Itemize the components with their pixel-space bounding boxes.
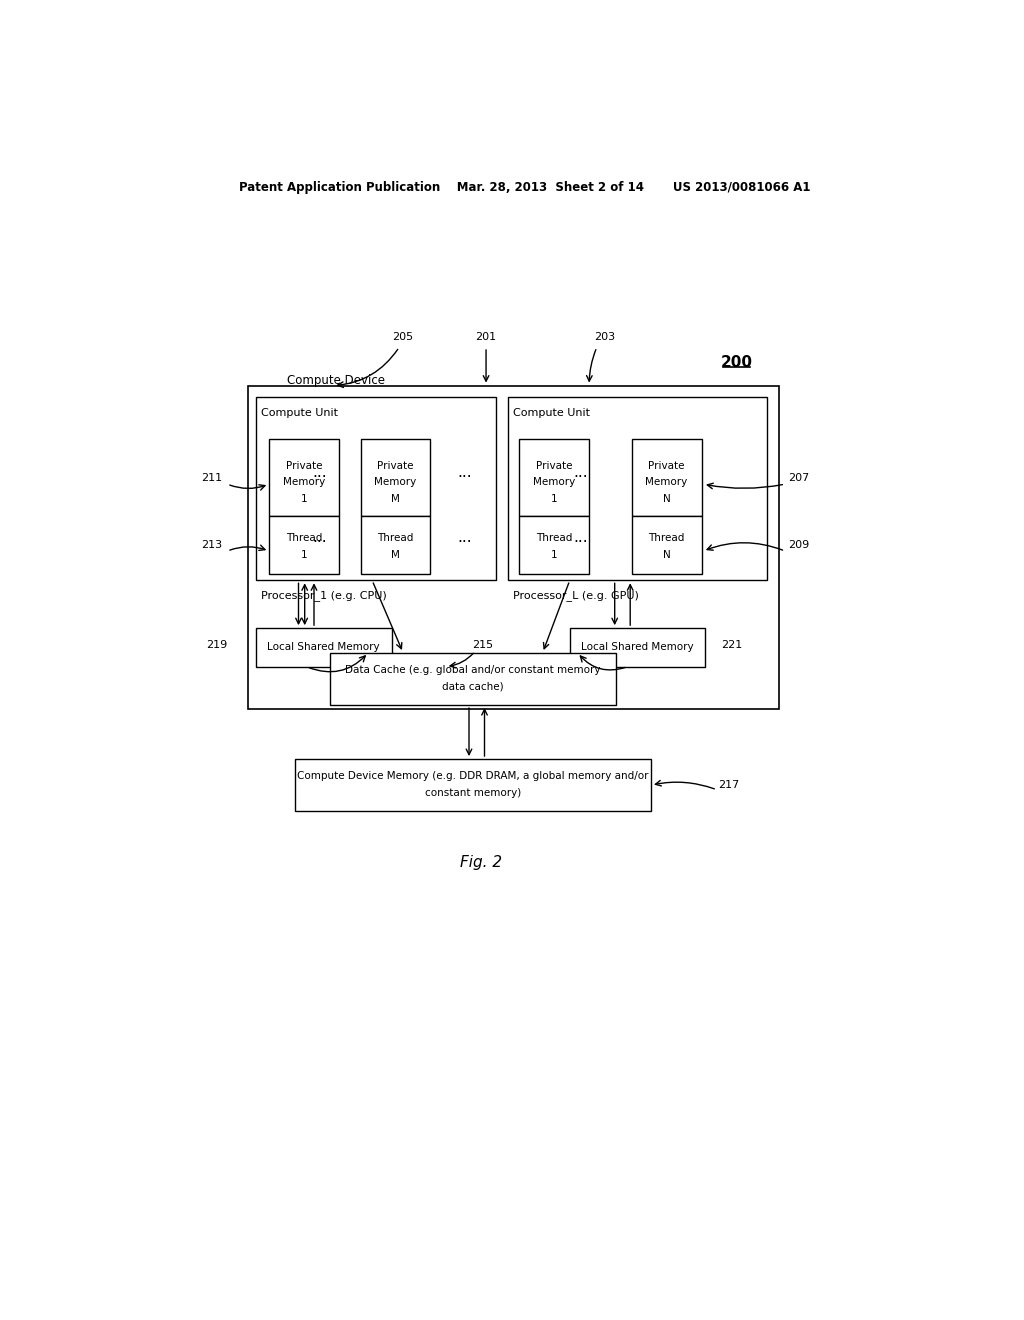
Text: N: N [663,494,671,504]
Text: 201: 201 [475,333,497,342]
FancyBboxPatch shape [295,759,651,812]
Text: Private: Private [286,462,323,471]
Text: M: M [391,494,399,504]
Text: Processor_1 (e.g. CPU): Processor_1 (e.g. CPU) [261,590,387,601]
Text: 1: 1 [551,550,557,560]
Text: Thread: Thread [377,533,414,543]
Text: Local Shared Memory: Local Shared Memory [582,643,694,652]
Text: Memory: Memory [374,477,417,487]
Text: Thread: Thread [536,533,572,543]
Text: 221: 221 [721,640,742,649]
Text: 1: 1 [551,494,557,504]
Text: Thread: Thread [286,533,323,543]
Text: Private: Private [536,462,572,471]
Text: 217: 217 [719,780,739,791]
Text: Patent Application Publication    Mar. 28, 2013  Sheet 2 of 14       US 2013/008: Patent Application Publication Mar. 28, … [239,181,811,194]
Text: Thread: Thread [648,533,685,543]
FancyBboxPatch shape [269,440,339,516]
FancyBboxPatch shape [508,397,767,581]
Text: ...: ... [573,465,588,480]
Text: constant memory): constant memory) [425,788,521,797]
Text: 205: 205 [392,333,414,342]
Text: ...: ... [312,529,327,545]
Text: 211: 211 [202,473,222,483]
Text: 207: 207 [788,473,810,483]
Text: Fig. 2: Fig. 2 [460,855,502,870]
Text: Compute Device: Compute Device [287,374,385,387]
Text: 1: 1 [301,550,307,560]
FancyBboxPatch shape [269,516,339,574]
Text: Memory: Memory [534,477,575,487]
FancyBboxPatch shape [256,397,496,581]
Text: ...: ... [458,465,472,480]
Text: 1: 1 [301,494,307,504]
Text: Memory: Memory [645,477,688,487]
FancyBboxPatch shape [256,628,391,667]
Text: Compute Device Memory (e.g. DDR DRAM, a global memory and/or: Compute Device Memory (e.g. DDR DRAM, a … [297,771,648,781]
FancyBboxPatch shape [519,440,589,516]
FancyBboxPatch shape [248,385,779,709]
Text: 215: 215 [472,640,494,649]
Text: ...: ... [458,529,472,545]
FancyBboxPatch shape [360,516,430,574]
Text: Memory: Memory [283,477,325,487]
Text: Private: Private [648,462,685,471]
FancyBboxPatch shape [632,516,701,574]
Text: 219: 219 [206,640,227,649]
FancyBboxPatch shape [632,440,701,516]
Text: 209: 209 [788,540,810,550]
Text: ...: ... [573,529,588,545]
FancyBboxPatch shape [330,653,616,705]
Text: data cache): data cache) [442,681,504,692]
Text: 200: 200 [720,355,753,370]
FancyBboxPatch shape [569,628,706,667]
Text: Compute Unit: Compute Unit [261,408,338,417]
Text: Compute Unit: Compute Unit [513,408,590,417]
Text: Data Cache (e.g. global and/or constant memory: Data Cache (e.g. global and/or constant … [345,665,601,675]
Text: 203: 203 [594,333,615,342]
Text: ...: ... [312,465,327,480]
FancyBboxPatch shape [519,516,589,574]
Text: N: N [663,550,671,560]
Text: Local Shared Memory: Local Shared Memory [267,643,380,652]
Text: Processor_L (e.g. GPU): Processor_L (e.g. GPU) [513,590,639,601]
FancyBboxPatch shape [360,440,430,516]
Text: 213: 213 [202,540,222,550]
Text: Private: Private [377,462,414,471]
Text: M: M [391,550,399,560]
